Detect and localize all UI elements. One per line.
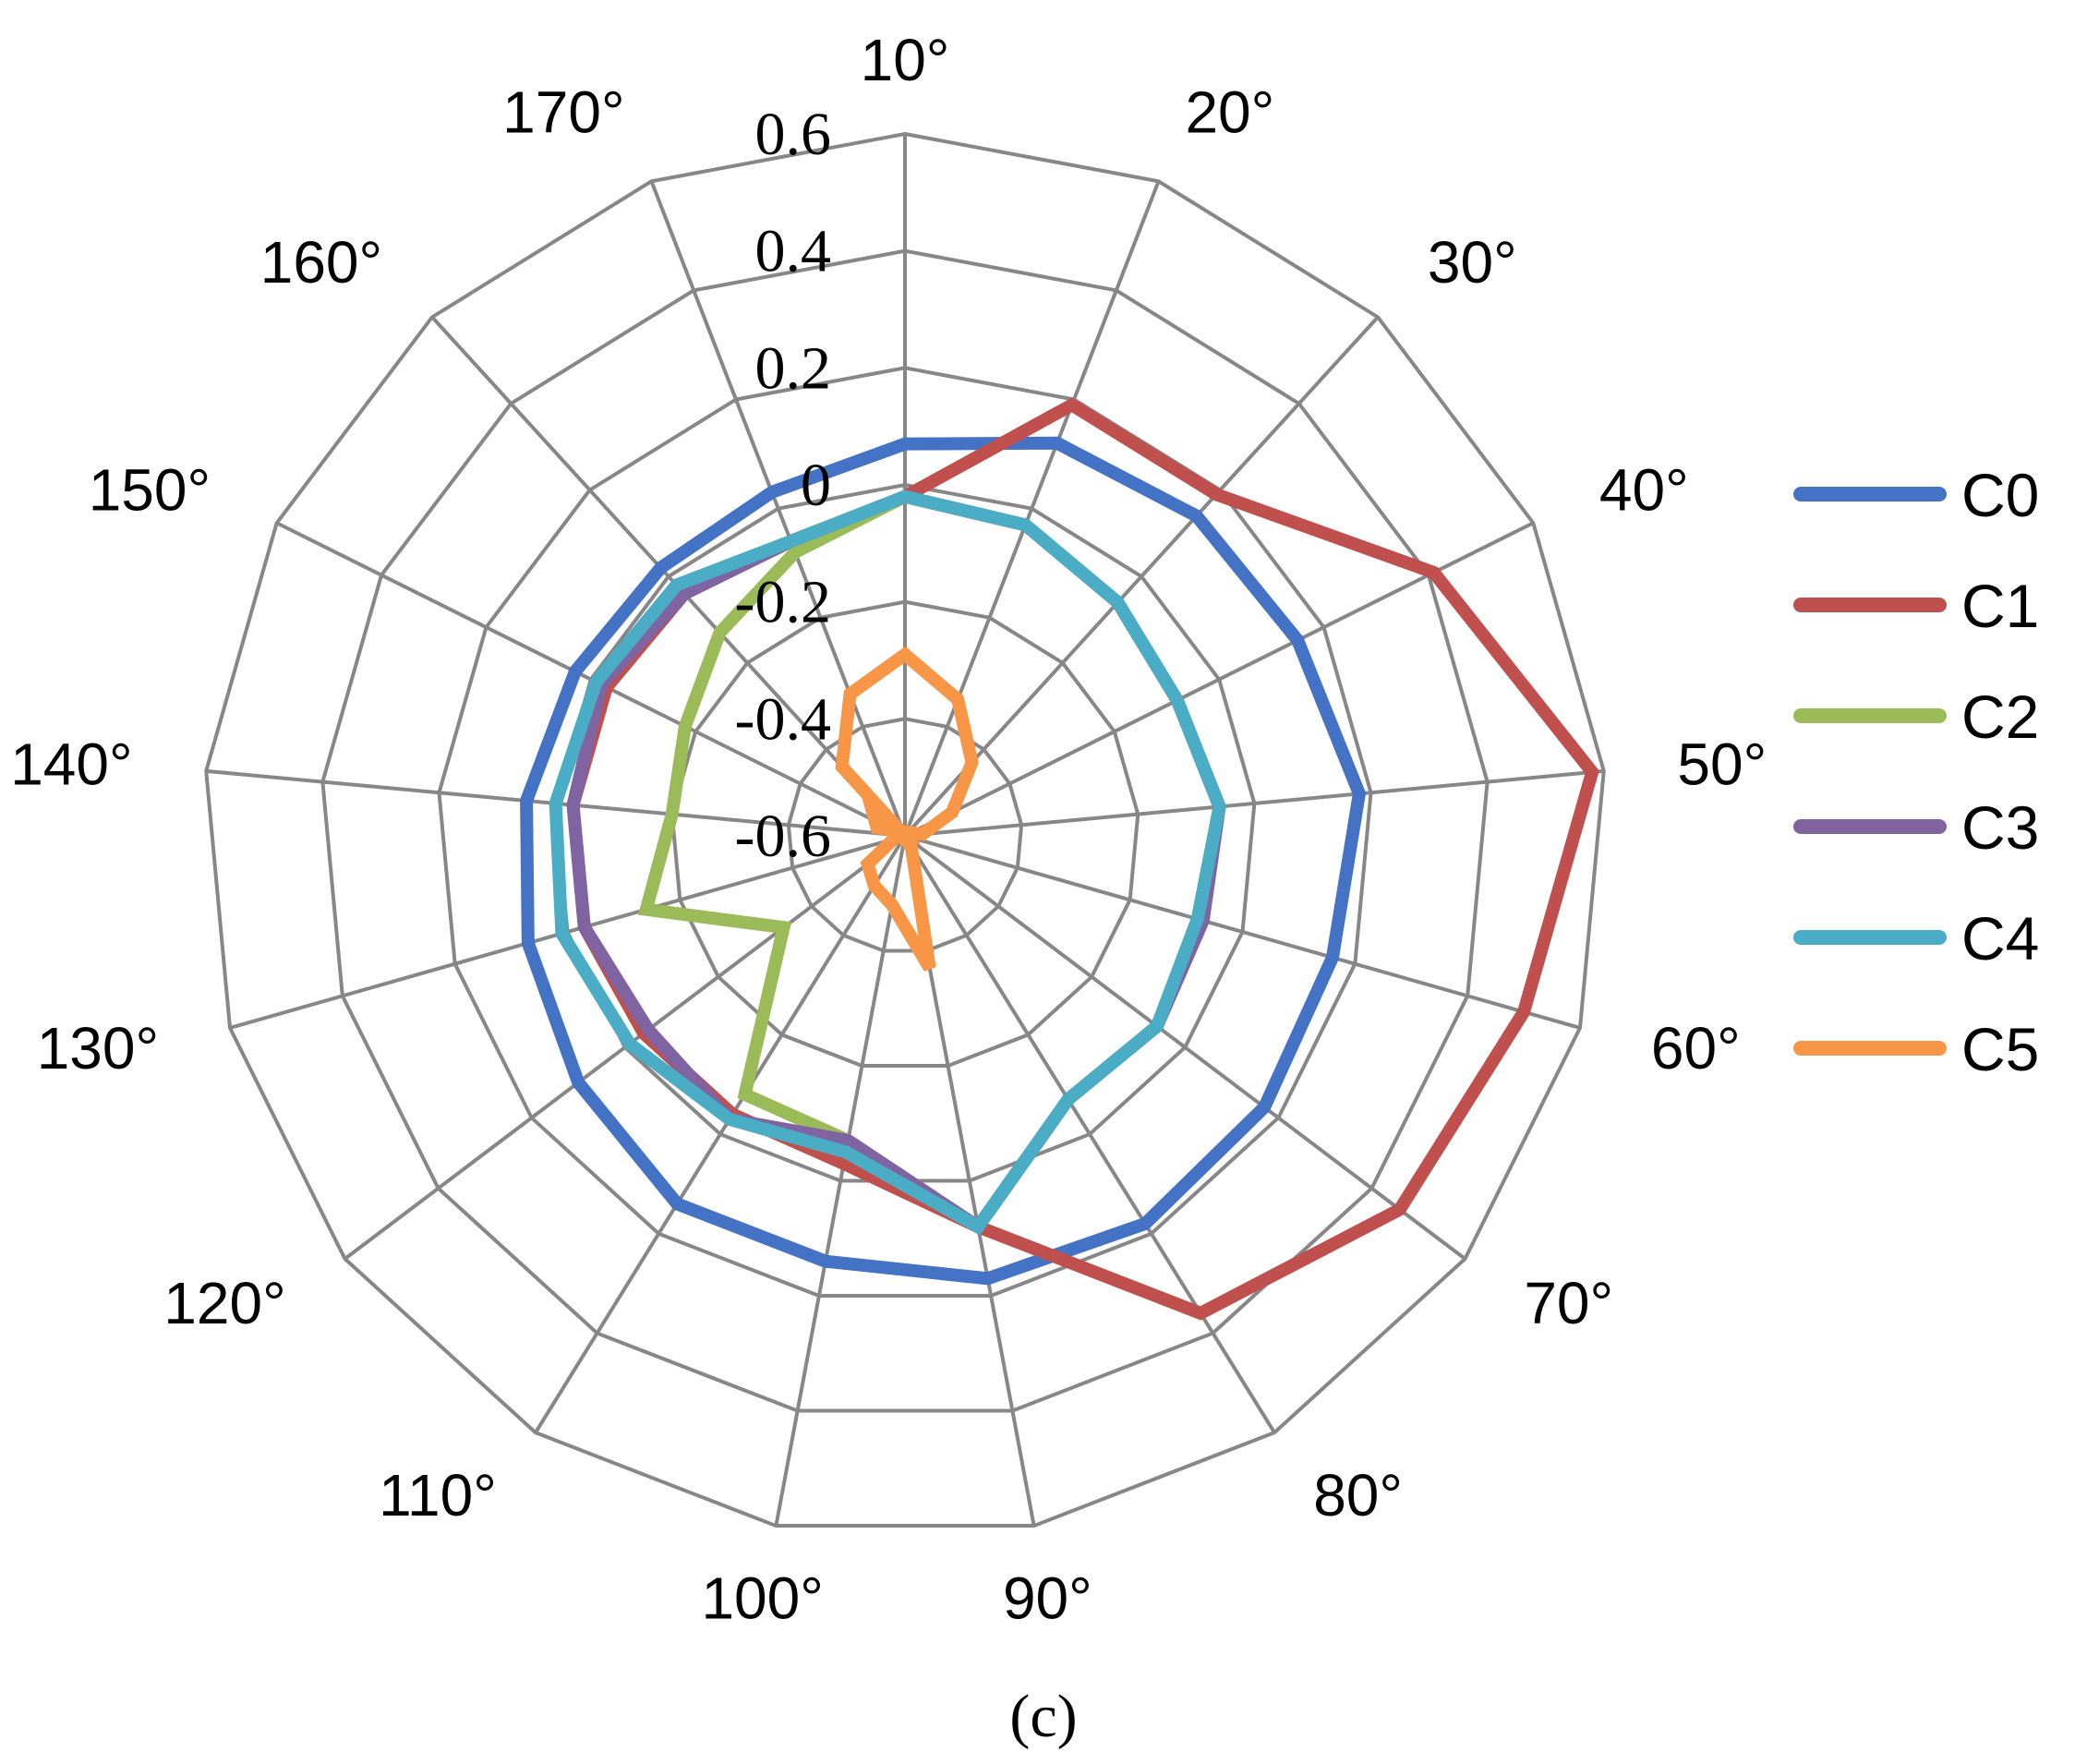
spoke-4 (904, 768, 1604, 838)
spoke-1 (903, 180, 1161, 837)
series-line-C5 (835, 646, 979, 972)
angle-label: 80° (1313, 1462, 1403, 1528)
spoke-16 (649, 180, 907, 837)
angle-label: 70° (1524, 1270, 1613, 1336)
grid-ring-5 (320, 248, 1490, 1413)
figure-caption: (c) (1009, 1683, 1077, 1750)
legend-label-C5: C5 (1961, 1015, 2039, 1083)
tick-label: -0.4 (735, 685, 831, 753)
angle-label: 100° (701, 1565, 823, 1632)
angle-label: 130° (37, 1015, 159, 1081)
angle-label: 50° (1677, 731, 1767, 797)
angle-label: 20° (1185, 79, 1274, 146)
angle-label: 30° (1428, 229, 1517, 296)
legend-label-C4: C4 (1961, 904, 2039, 973)
spoke-5 (904, 834, 1581, 1030)
spoke-15 (430, 316, 907, 838)
grid-ring-1 (786, 717, 1024, 953)
tick-label: -0.2 (735, 569, 831, 636)
angle-label: 120° (163, 1270, 285, 1336)
spoke-6 (903, 834, 1466, 1261)
legend: C0 C1 C2 C3 C4 C5 (1793, 461, 2039, 1083)
grid-ring-4 (437, 366, 1373, 1299)
tick-label: -0.6 (735, 803, 831, 870)
radial-tick-labels: -0.6 -0.4 -0.2 0 0.2 0.4 0.6 (735, 101, 831, 870)
grid-ring-2 (670, 599, 1140, 1069)
angle-label: 40° (1599, 457, 1689, 524)
tick-label: 0.6 (755, 101, 832, 168)
angle-label: 150° (89, 457, 211, 524)
series-lines (520, 397, 1599, 1321)
angle-label: 160° (260, 229, 382, 296)
spoke-9 (774, 835, 907, 1527)
series-line-C4 (549, 489, 1226, 1236)
angle-label: 60° (1651, 1015, 1741, 1081)
legend-label-C0: C0 (1961, 461, 2039, 529)
grid-ring-6 (204, 131, 1606, 1528)
angle-label: 140° (10, 731, 132, 797)
legend-label-C1: C1 (1961, 572, 2039, 640)
spoke-10 (534, 834, 907, 1434)
angle-label: 10° (861, 27, 950, 93)
spoke-2 (903, 316, 1380, 838)
tick-label: 0.2 (755, 334, 832, 402)
spoke-7 (903, 834, 1276, 1434)
tick-label: 0.4 (755, 218, 832, 285)
angle-label: 90° (1003, 1565, 1092, 1632)
angle-labels: 10° 20° 30° 40° 50° 60° 70° 80° 90° 100° 110° 120° 1… (10, 27, 1767, 1632)
angle-label: 110° (379, 1462, 497, 1528)
tick-label: 0 (801, 452, 831, 519)
series-line-C0 (520, 436, 1367, 1286)
angle-label: 170° (502, 79, 624, 146)
legend-label-C3: C3 (1961, 793, 2039, 862)
legend-label-C2: C2 (1961, 683, 2039, 751)
